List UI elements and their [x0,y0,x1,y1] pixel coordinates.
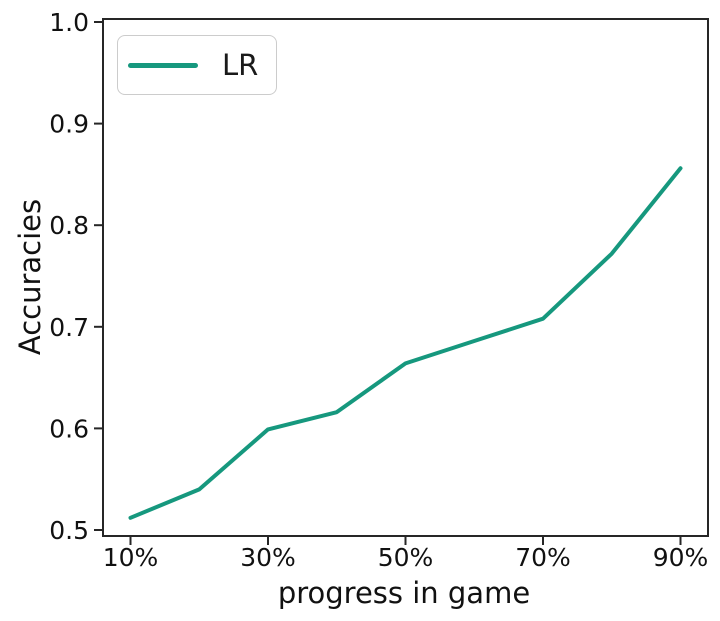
y-tick-label: 0.6 [49,414,89,443]
x-tick-label: 50% [378,543,434,572]
y-tick-label: 0.5 [49,516,89,545]
legend-entry-label: LR [222,47,259,82]
x-tick-label: 90% [653,543,709,572]
y-axis-label: Accuracies [13,198,47,356]
x-tick-label: 30% [240,543,296,572]
x-tick-label: 70% [515,543,571,572]
y-tick-label: 0.7 [49,313,89,342]
legend-line-swatch [128,62,198,68]
y-tick-label: 0.8 [49,211,89,240]
x-axis-label: progress in game [277,576,531,610]
plot-frame [102,18,709,537]
y-tick-label: 1.0 [49,8,89,37]
lr-series-line [128,166,683,520]
x-tick-label: 10% [103,543,159,572]
y-tick-label: 0.9 [49,110,89,139]
legend: LR [117,35,277,95]
